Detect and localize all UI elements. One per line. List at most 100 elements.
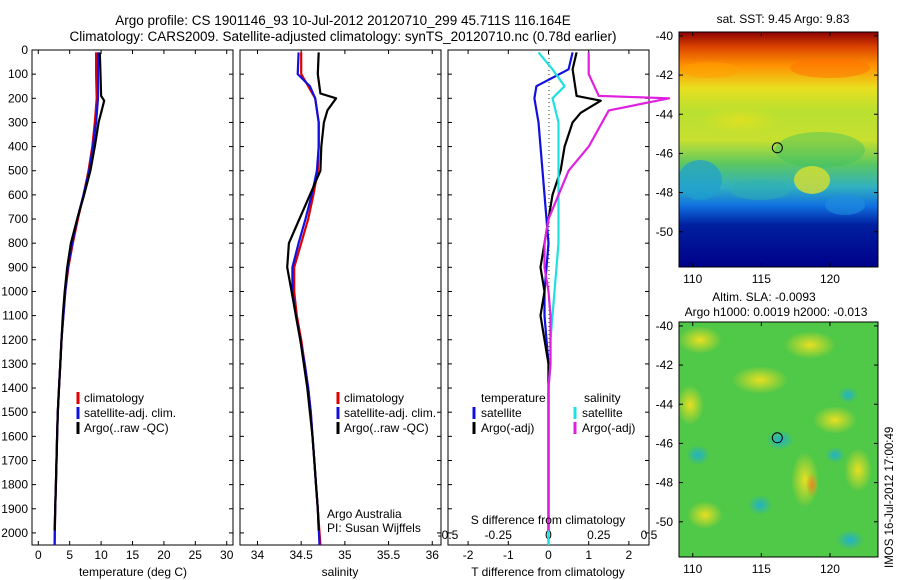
sst-map-title: sat. SST: 9.45 Argo: 9.83 [717, 12, 850, 26]
y-tick-label: 500 [8, 164, 28, 178]
temperature-difference-label: T difference from climatology [471, 565, 625, 579]
lat-tick-label: -42 [656, 68, 674, 82]
legend-label-sal-satellite: satellite [582, 406, 623, 420]
imos-timestamp: IMOS 16-Jul-2012 17:00:49 [884, 427, 896, 568]
credit-line2: PI: Susan Wijffels [327, 521, 421, 535]
y-tick-label: 1600 [1, 429, 28, 443]
difference-x-ticks: -2 -1 0 1 2 [463, 50, 633, 562]
legend-label-satellite: satellite-adj. clim. [84, 406, 176, 420]
lon-tick-label: 115 [752, 272, 771, 286]
lat-tick-label: -46 [656, 146, 674, 160]
x-tick-label: -1 [503, 548, 514, 562]
temperature-x-label: temperature (deg C) [79, 565, 187, 579]
y-tick-label: 300 [8, 115, 28, 129]
difference-legend: temperature salinity satellite Argo(-adj… [472, 391, 635, 435]
sla-map-frame [678, 321, 879, 558]
series-line-argo-raw-qc- [53, 52, 106, 531]
y-tick-label: 200 [8, 91, 28, 105]
y-tick-label: 100 [8, 67, 28, 81]
x-tick-label: 35.5 [377, 548, 401, 562]
sla-heatmap [679, 322, 878, 557]
temperature-y-ticks: 0 100 200 300 400 500 600 700 800 900 1000 1100 1200… [1, 43, 233, 540]
x-tick-label: 34.5 [289, 548, 313, 562]
lat-tick-label: -44 [656, 397, 674, 411]
figure-title-line1: Argo profile: CS 1901146_93 10-Jul-2012 … [115, 13, 571, 28]
temperature-series [53, 52, 106, 546]
difference-series [533, 51, 671, 545]
legend-label-climatology: climatology [84, 391, 144, 405]
series-line-argo-raw-qc- [286, 52, 338, 531]
s-tick-label: -0.25 [485, 528, 513, 542]
salinity-axes-box [239, 49, 442, 546]
x-tick-label: 15 [126, 548, 140, 562]
salinity-y-ticks [240, 49, 441, 534]
x-tick-label: 0 [545, 548, 552, 562]
x-tick-label: 5 [66, 548, 73, 562]
legend-label-climatology: climatology [344, 391, 404, 405]
x-tick-label: 30 [220, 548, 234, 562]
x-tick-label: 35 [338, 548, 352, 562]
salinity-difference-label: S difference from climatology [471, 513, 626, 527]
temperature-x-ticks: 0 5 10 15 20 25 30 [35, 50, 234, 562]
sst-map-panel: sat. SST: 9.45 Argo: 9.83 -40-42-44-46-4… [656, 12, 879, 286]
salinity-legend: climatology satellite-adj. clim. Argo(..… [336, 391, 436, 435]
lon-tick-label: 120 [820, 562, 840, 576]
lon-tick-label: 110 [683, 562, 702, 576]
sla-map-lon-ticks: 110 115 120 [683, 322, 840, 576]
lat-tick-label: -40 [656, 29, 674, 43]
lat-tick-label: -40 [656, 319, 674, 333]
s-tick-label: 0.5 [641, 528, 658, 542]
sst-map-frame [678, 31, 879, 268]
sla-map-lat-ticks: -40 -42 -44 -46 -48 -50 [656, 319, 878, 529]
x-tick-label: -2 [463, 548, 474, 562]
difference-panel: -2 -1 0 1 2 -0.5 -0.25 0 0.25 0.5 temperature sa… [438, 49, 671, 579]
figure-title-line2: Climatology: CARS2009. Satellite-adjuste… [69, 29, 616, 44]
lat-tick-label: -50 [656, 515, 674, 529]
salinity-x-ticks: 34 34.5 35 35.5 36 [251, 50, 439, 562]
legend-label-sal-argo: Argo(-adj) [582, 421, 635, 435]
argo-location-marker [771, 432, 783, 444]
lat-tick-label: -44 [656, 107, 674, 121]
legend-label-temp-satellite: satellite [481, 406, 522, 420]
s-tick-label: -0.5 [438, 528, 459, 542]
y-tick-label: 1900 [1, 502, 28, 516]
y-tick-label: 900 [8, 260, 28, 274]
sst-map-lon-ticks: 110 115 120 [683, 32, 840, 286]
y-tick-label: 1800 [1, 478, 28, 492]
series-line-satellite-adj-clim- [53, 52, 100, 546]
sla-map-subtitle: Argo h1000: 0.0019 h2000: -0.013 [685, 305, 868, 319]
x-tick-label: 1 [585, 548, 592, 562]
x-tick-label: 25 [189, 548, 203, 562]
y-tick-label: 2000 [1, 526, 28, 540]
legend-label-satellite: satellite-adj. clim. [344, 406, 436, 420]
legend-label-argo: Argo(..raw -QC) [84, 421, 169, 435]
lat-tick-label: -50 [656, 225, 674, 239]
lon-tick-label: 120 [820, 272, 840, 286]
lat-tick-label: -46 [656, 436, 674, 450]
legend-title-salinity: salinity [584, 391, 621, 405]
y-tick-label: 1700 [1, 453, 28, 467]
sst-heatmap [679, 32, 878, 267]
salinity-series [286, 52, 338, 546]
temperature-axes-box [31, 49, 234, 546]
x-tick-label: 2 [626, 548, 633, 562]
legend-label-argo: Argo(..raw -QC) [344, 421, 429, 435]
sst-map-lat-ticks: -40 -42 -44 -46 -48 -50 [656, 29, 878, 239]
y-tick-label: 700 [8, 212, 28, 226]
argo-location-marker [771, 142, 783, 154]
lat-tick-label: -42 [656, 358, 674, 372]
x-tick-label: 0 [35, 548, 42, 562]
lon-tick-label: 110 [683, 272, 702, 286]
y-tick-label: 1400 [1, 381, 28, 395]
y-tick-label: 600 [8, 188, 28, 202]
salinity-difference-ticks: -0.5 -0.25 0 0.25 0.5 [438, 528, 658, 542]
series-line-climatology [293, 52, 322, 546]
sla-map-title: Altim. SLA: -0.0093 [712, 290, 816, 304]
series-line-argo-adj- [543, 52, 671, 531]
lat-tick-label: -48 [656, 476, 674, 490]
lon-tick-label: 115 [752, 562, 771, 576]
temperature-panel: 0100200300400500600700800900100011001200… [1, 43, 233, 579]
y-tick-label: 800 [8, 236, 28, 250]
y-tick-label: 0 [21, 43, 28, 57]
